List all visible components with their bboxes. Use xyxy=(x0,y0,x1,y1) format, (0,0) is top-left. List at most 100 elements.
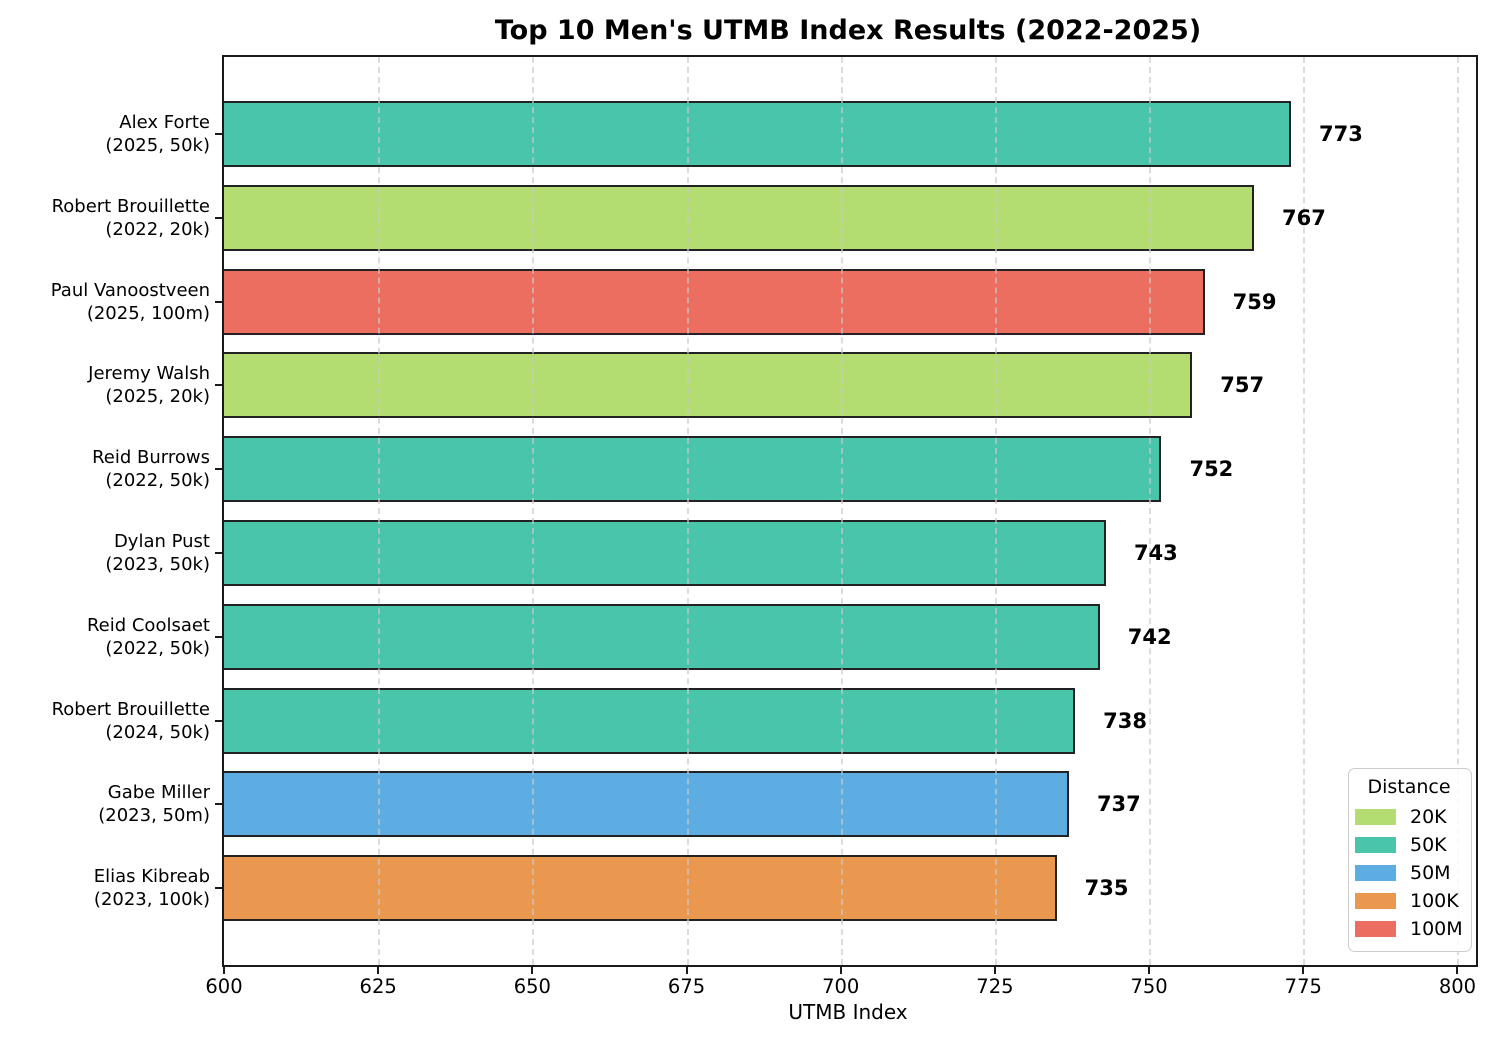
legend-entry: 100K xyxy=(1355,887,1463,915)
legend-entry-label: 100M xyxy=(1410,918,1463,940)
y-category-label: Reid Coolsaet (2022, 50k) xyxy=(0,614,210,660)
legend-entries: 20K 50K 50M 100K 100M xyxy=(1355,803,1463,943)
y-category-name: Robert Brouillette xyxy=(51,698,210,720)
x-tick-label: 750 xyxy=(1130,975,1168,998)
x-tick xyxy=(223,965,225,974)
bar xyxy=(224,352,1193,419)
legend-entry: 50M xyxy=(1355,859,1463,887)
y-category-label: Robert Brouillette (2024, 50k) xyxy=(0,698,210,744)
legend-swatch xyxy=(1355,865,1396,881)
legend: Distance 20K 50K 50M 100K 100M xyxy=(1348,768,1472,952)
y-tick xyxy=(215,803,224,806)
legend-swatch xyxy=(1355,809,1396,825)
bar xyxy=(224,436,1162,503)
y-category-detail: (2025, 20k) xyxy=(105,386,210,408)
bar xyxy=(224,771,1069,838)
y-category-detail: (2024, 50k) xyxy=(105,721,210,743)
x-tick xyxy=(377,965,380,974)
x-tick-label: 725 xyxy=(976,975,1014,998)
chart-title: Top 10 Men's UTMB Index Results (2022-20… xyxy=(494,15,1202,46)
legend-entry: 100M xyxy=(1355,915,1463,943)
legend-title: Distance xyxy=(1367,776,1451,798)
bar-value-label: 759 xyxy=(1232,289,1277,314)
y-tick xyxy=(215,551,224,554)
y-category-label: Robert Brouillette (2022, 20k) xyxy=(0,195,210,241)
y-category-detail: (2023, 100k) xyxy=(93,889,210,911)
y-tick xyxy=(215,887,224,890)
y-category-name: Dylan Pust xyxy=(113,530,210,552)
y-category-label: Jeremy Walsh (2025, 20k) xyxy=(0,362,210,408)
bar-value-label: 737 xyxy=(1096,792,1141,817)
y-category-detail: (2023, 50k) xyxy=(105,553,210,575)
y-category-detail: (2022, 50k) xyxy=(105,470,210,492)
bar xyxy=(224,268,1205,335)
x-tick-label: 700 xyxy=(822,975,860,998)
legend-entry-label: 50K xyxy=(1410,834,1447,856)
y-category-label: Dylan Pust (2023, 50k) xyxy=(0,530,210,576)
bar xyxy=(224,100,1291,167)
legend-entry-label: 50M xyxy=(1410,862,1451,884)
y-category-detail: (2023, 50m) xyxy=(98,805,210,827)
y-category-label: Elias Kibreab (2023, 100k) xyxy=(0,865,210,911)
plot-area: Distance 20K 50K 50M 100K 100M 773 Alex Forte… xyxy=(51,55,1478,998)
bar xyxy=(224,603,1100,670)
y-tick xyxy=(215,384,224,387)
bar-value-label: 735 xyxy=(1084,876,1129,901)
y-tick xyxy=(215,300,224,303)
x-tick xyxy=(1148,965,1151,974)
y-category-label: Alex Forte (2025, 50k) xyxy=(0,111,210,157)
bar xyxy=(224,855,1057,922)
x-tick xyxy=(1302,965,1305,974)
y-category-name: Reid Burrows xyxy=(92,447,210,469)
gridline xyxy=(1303,57,1306,965)
legend-swatch xyxy=(1355,837,1396,853)
x-tick-label: 625 xyxy=(359,975,397,998)
bar-value-label: 742 xyxy=(1127,624,1172,649)
x-tick-label: 600 xyxy=(205,975,243,998)
x-tick xyxy=(993,965,996,974)
bar-value-label: 738 xyxy=(1103,708,1147,733)
bar xyxy=(224,687,1076,754)
y-tick xyxy=(215,132,224,135)
y-category-label: Paul Vanoostveen (2025, 100m) xyxy=(0,279,210,325)
y-category-detail: (2022, 20k) xyxy=(105,218,210,240)
y-tick xyxy=(215,719,224,722)
bar xyxy=(224,519,1106,586)
x-tick xyxy=(839,965,842,974)
bar-value-label: 773 xyxy=(1318,121,1363,146)
x-tick-label: 800 xyxy=(1438,975,1477,998)
y-category-name: Gabe Miller xyxy=(107,782,210,804)
legend-swatch xyxy=(1355,893,1396,909)
bar-value-label: 743 xyxy=(1133,540,1178,565)
x-tick-label: 675 xyxy=(667,975,706,998)
y-category-name: Paul Vanoostveen xyxy=(50,279,210,301)
x-tick xyxy=(685,965,688,974)
y-tick xyxy=(215,216,224,219)
legend-swatch xyxy=(1355,921,1396,937)
x-tick xyxy=(1456,965,1459,974)
legend-entry: 50K xyxy=(1355,831,1463,859)
y-category-label: Reid Burrows (2022, 50k) xyxy=(0,446,210,492)
bar xyxy=(224,184,1254,251)
y-category-detail: (2022, 50k) xyxy=(105,637,210,659)
y-category-name: Reid Coolsaet xyxy=(86,614,210,636)
legend-entry-label: 20K xyxy=(1410,806,1447,828)
y-category-detail: (2025, 50k) xyxy=(105,134,210,156)
y-tick xyxy=(215,635,224,638)
bar-value-label: 767 xyxy=(1281,205,1326,230)
y-category-label: Gabe Miller (2023, 50m) xyxy=(0,781,210,827)
y-category-name: Jeremy Walsh xyxy=(88,363,210,385)
x-tick-label: 775 xyxy=(1284,975,1322,998)
y-category-detail: (2025, 100m) xyxy=(86,302,210,324)
y-tick xyxy=(215,468,224,471)
x-tick xyxy=(531,965,534,974)
x-tick-label: 650 xyxy=(513,975,551,998)
y-category-name: Elias Kibreab xyxy=(93,866,210,888)
legend-entry-label: 100K xyxy=(1410,890,1459,912)
bar-value-label: 757 xyxy=(1220,373,1265,398)
y-category-name: Robert Brouillette xyxy=(51,195,210,217)
legend-entry: 20K xyxy=(1355,803,1463,831)
y-category-name: Alex Forte xyxy=(119,111,210,133)
bar-value-label: 752 xyxy=(1189,457,1234,482)
